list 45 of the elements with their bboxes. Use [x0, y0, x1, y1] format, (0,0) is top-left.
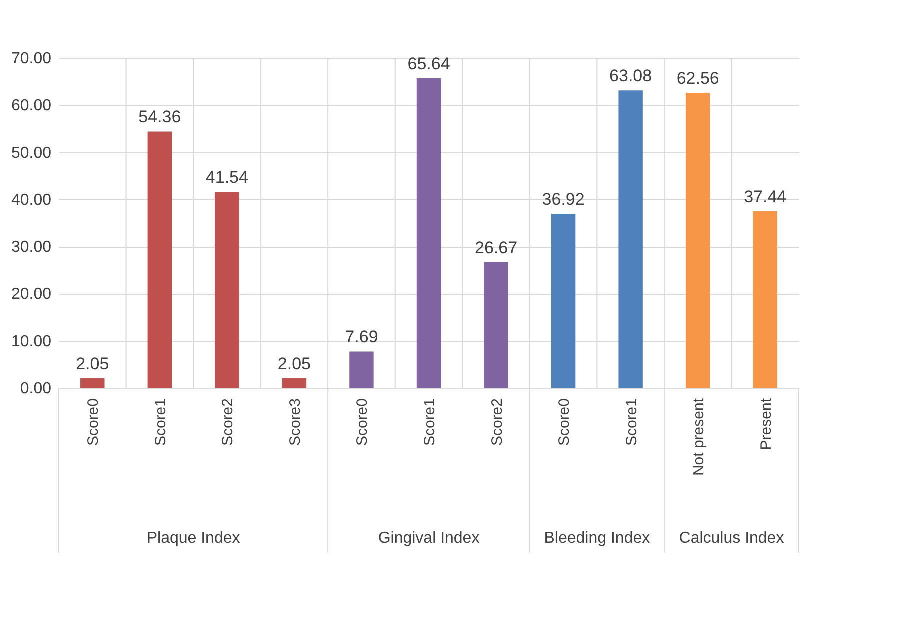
y-tick-label: 40.00	[11, 192, 52, 209]
y-tick-label: 30.00	[11, 239, 52, 256]
x-tick-label: Score1	[422, 398, 438, 446]
x-tick-label: Score2	[488, 398, 506, 446]
data-label: 63.08	[610, 66, 652, 86]
x-tick-label: Score0	[556, 398, 574, 446]
bar	[215, 192, 240, 388]
bar	[350, 352, 374, 388]
y-tick-label: 50.00	[11, 144, 52, 162]
bar	[618, 90, 643, 388]
text: Plaque Index	[146, 530, 240, 547]
y-tick-label: 20.00	[11, 286, 52, 304]
data-label: 36.92	[542, 190, 585, 209]
data-label: 7.69	[345, 328, 378, 347]
bar	[551, 214, 576, 388]
bar	[80, 378, 105, 388]
data-label: 62.56	[676, 69, 720, 88]
data-label: 65.64	[408, 54, 450, 74]
data-label: 26.67	[475, 238, 518, 258]
x-tick-label: Score1	[152, 398, 170, 446]
text: Bleeding Index	[544, 530, 650, 547]
x-tick-label: Present	[758, 398, 775, 450]
x-tick-label: Score3	[286, 398, 304, 446]
bar	[416, 78, 442, 388]
bar	[282, 378, 307, 388]
bar	[753, 211, 778, 388]
bar	[148, 132, 172, 388]
data-label: 2.05	[76, 354, 110, 374]
y-tick-label: 70.00	[11, 50, 52, 68]
x-tick-label: Score2	[220, 398, 237, 446]
data-label: 41.54	[206, 168, 248, 188]
x-tick-label: Score1	[623, 398, 640, 446]
text: Gingival Index	[378, 530, 480, 547]
y-tick-label: 0.00	[20, 380, 52, 398]
x-tick-label: Not present	[690, 398, 708, 476]
data-label: 37.44	[744, 187, 787, 206]
data-label: 54.36	[138, 108, 182, 127]
y-tick-label: 10.00	[11, 333, 52, 350]
y-tick-label: 60.00	[11, 98, 52, 115]
data-label: 2.05	[278, 354, 311, 374]
bar	[484, 262, 508, 388]
text: Calculus Index	[679, 530, 784, 547]
x-tick-label: Score0	[354, 398, 372, 446]
x-tick-label: Score0	[85, 398, 102, 446]
bar	[686, 93, 710, 388]
